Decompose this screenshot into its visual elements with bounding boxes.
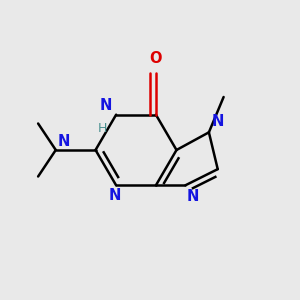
- Text: N: N: [187, 189, 199, 204]
- Text: N: N: [212, 114, 224, 129]
- Text: O: O: [150, 51, 162, 66]
- Text: H: H: [98, 122, 108, 135]
- Text: N: N: [99, 98, 112, 113]
- Text: N: N: [57, 134, 70, 148]
- Text: N: N: [109, 188, 121, 203]
